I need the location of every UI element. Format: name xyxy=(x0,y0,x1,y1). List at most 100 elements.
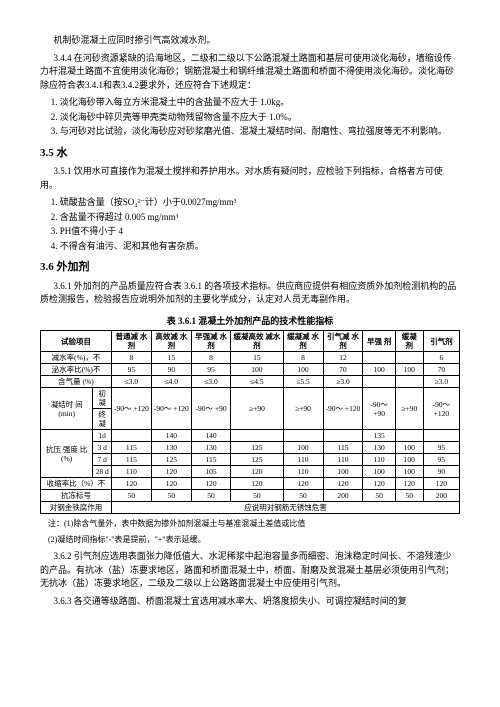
td: 200 xyxy=(423,490,459,502)
table-row: 收缩率比（%）不 120 120 120 120 120 120 120 120… xyxy=(41,478,460,490)
td: 100 xyxy=(363,466,395,478)
td: 100 xyxy=(323,466,363,478)
th: 缓凝减 水剂 xyxy=(283,331,323,352)
table-row: 7 d 115 125 115 125 110 110 110 100 95 xyxy=(41,454,460,466)
td: 135 xyxy=(363,430,395,442)
td xyxy=(323,430,363,442)
td: 120 xyxy=(191,478,231,490)
td: -90～ +90 xyxy=(363,388,395,430)
list-344: 淡化海砂带入每立方米混凝土中的含盐量不应大于 1.0kg。 淡化海砂中碎贝壳等甲… xyxy=(60,96,460,139)
th: 早强 剂 xyxy=(363,331,395,352)
td: 初凝 xyxy=(93,388,112,409)
heading-36: 3.6 外加剂 xyxy=(40,259,460,276)
td: 130 xyxy=(151,442,191,454)
td: 3 d xyxy=(93,442,112,454)
td xyxy=(395,430,423,442)
table-row: 含气量 (%) ≤3.0 ≤4.0 ≤3.0 ≤4.5 ≤5.5 ≥3.0 ≥3… xyxy=(41,376,460,388)
th: 早强减 水剂 xyxy=(191,331,231,352)
td: 120 xyxy=(111,478,151,490)
td: ≥+90 xyxy=(231,388,283,430)
td: 95 xyxy=(423,442,459,454)
td: 70 xyxy=(423,364,459,376)
td: 50 xyxy=(363,490,395,502)
td: 95 xyxy=(111,364,151,376)
table-row: 3 d 115 130 130 125 100 115 130 100 95 xyxy=(41,442,460,454)
td: ≥+90 xyxy=(283,388,323,430)
td: 100 xyxy=(395,466,423,478)
td: 50 xyxy=(151,490,191,502)
td: 28 d xyxy=(93,466,112,478)
table-row: 28 d 110 120 105 120 110 100 100 100 90 xyxy=(41,466,460,478)
td: 105 xyxy=(191,466,231,478)
table-row: 减水率(%)，不 8 15 8 15 8 12 6 xyxy=(41,352,460,364)
td: 15 xyxy=(151,352,191,364)
td: 收缩率比（%）不 xyxy=(41,478,112,490)
td: 140 xyxy=(191,430,231,442)
td: 115 xyxy=(323,442,363,454)
list-item: 硫酸盐含量（按SO₄²⁻计）小于0.0027mg/mm³ xyxy=(60,196,460,210)
td: 8 xyxy=(191,352,231,364)
td: 7 d xyxy=(93,454,112,466)
td: 泌水率比(%)不 xyxy=(41,364,112,376)
td xyxy=(395,352,423,364)
td: 120 xyxy=(323,478,363,490)
td: 110 xyxy=(111,466,151,478)
td: 120 xyxy=(151,466,191,478)
td: 100 xyxy=(395,364,423,376)
th: 引气减 水剂 xyxy=(323,331,363,352)
td: 50 xyxy=(283,490,323,502)
p351: 3.5.1 饮用水可直接作为混凝土搅拌和养护用水。对水质有疑问时，应检验下列指标… xyxy=(40,165,460,192)
table-row: 凝结时 间(min) 初凝 -90～ +120 -90～ +120 -90～ +… xyxy=(41,388,460,409)
td: ≤4.5 xyxy=(231,376,283,388)
spec-table: 试验项目 普通减 水剂 高效减 水剂 早强减 水剂 缓凝高效 减水剂 缓凝减 水… xyxy=(40,330,460,514)
td: 抗冻标号 xyxy=(41,490,112,502)
td: 110 xyxy=(363,454,395,466)
td: 50 xyxy=(395,490,423,502)
td: 140 xyxy=(151,430,191,442)
td: 130 xyxy=(191,442,231,454)
td: ≤3.0 xyxy=(191,376,231,388)
td xyxy=(423,430,459,442)
list-item: PH值不得小于 4 xyxy=(60,225,460,239)
td xyxy=(111,430,151,442)
td: -90～ +120 xyxy=(151,388,191,430)
p344: 3.4.4 在河砂资源紧缺的沿海地区，二级和二级以下公路混凝土路面和基层可使用淡… xyxy=(40,52,460,93)
td: 120 xyxy=(363,478,395,490)
td: -90～ +90 xyxy=(191,388,231,430)
td: 凝结时 间(min) xyxy=(41,388,93,430)
td: 50 xyxy=(191,490,231,502)
td: 12 xyxy=(323,352,363,364)
td: 125 xyxy=(151,454,191,466)
td: 115 xyxy=(111,454,151,466)
td xyxy=(231,430,283,442)
table-row: 抗冻标号 50 50 50 50 50 200 50 50 200 xyxy=(41,490,460,502)
td xyxy=(363,376,395,388)
td: -90～ +120 xyxy=(423,388,459,430)
table-note-2: (2)凝结时间指标"-"表是提前，"+"表示延缓。 xyxy=(56,534,460,546)
td: ≤5.5 xyxy=(283,376,323,388)
td: 90 xyxy=(423,466,459,478)
td: 70 xyxy=(323,364,363,376)
td: 115 xyxy=(191,454,231,466)
td: 120 xyxy=(231,478,283,490)
list-item: 与河砂对比试验，淡化海砂应对砂浆磨光值、混凝土凝结时间、耐磨性、弯拉强度等无不利… xyxy=(60,125,460,139)
td: ≥+90 xyxy=(395,388,423,430)
td: 90 xyxy=(151,364,191,376)
th: 普通减 水剂 xyxy=(111,331,151,352)
td: 95 xyxy=(191,364,231,376)
td: 终凝 xyxy=(93,409,112,430)
list-351: 硫酸盐含量（按SO₄²⁻计）小于0.0027mg/mm³ 含盐量不得超过 0.0… xyxy=(60,196,460,253)
td: 115 xyxy=(111,442,151,454)
table-row: 抗压 强度 比 (%) 1d 140 140 135 xyxy=(41,430,460,442)
td: 1d xyxy=(93,430,112,442)
td: ≥3.0 xyxy=(323,376,363,388)
table-row: 泌水率比(%)不 95 90 95 100 100 70 100 100 70 xyxy=(41,364,460,376)
td: 50 xyxy=(231,490,283,502)
td: -90～ +120 xyxy=(323,388,363,430)
td: 110 xyxy=(283,466,323,478)
td: 100 xyxy=(363,364,395,376)
td: 100 xyxy=(395,454,423,466)
th: 引气剂 xyxy=(423,331,459,352)
td: 15 xyxy=(231,352,283,364)
td: 110 xyxy=(323,454,363,466)
